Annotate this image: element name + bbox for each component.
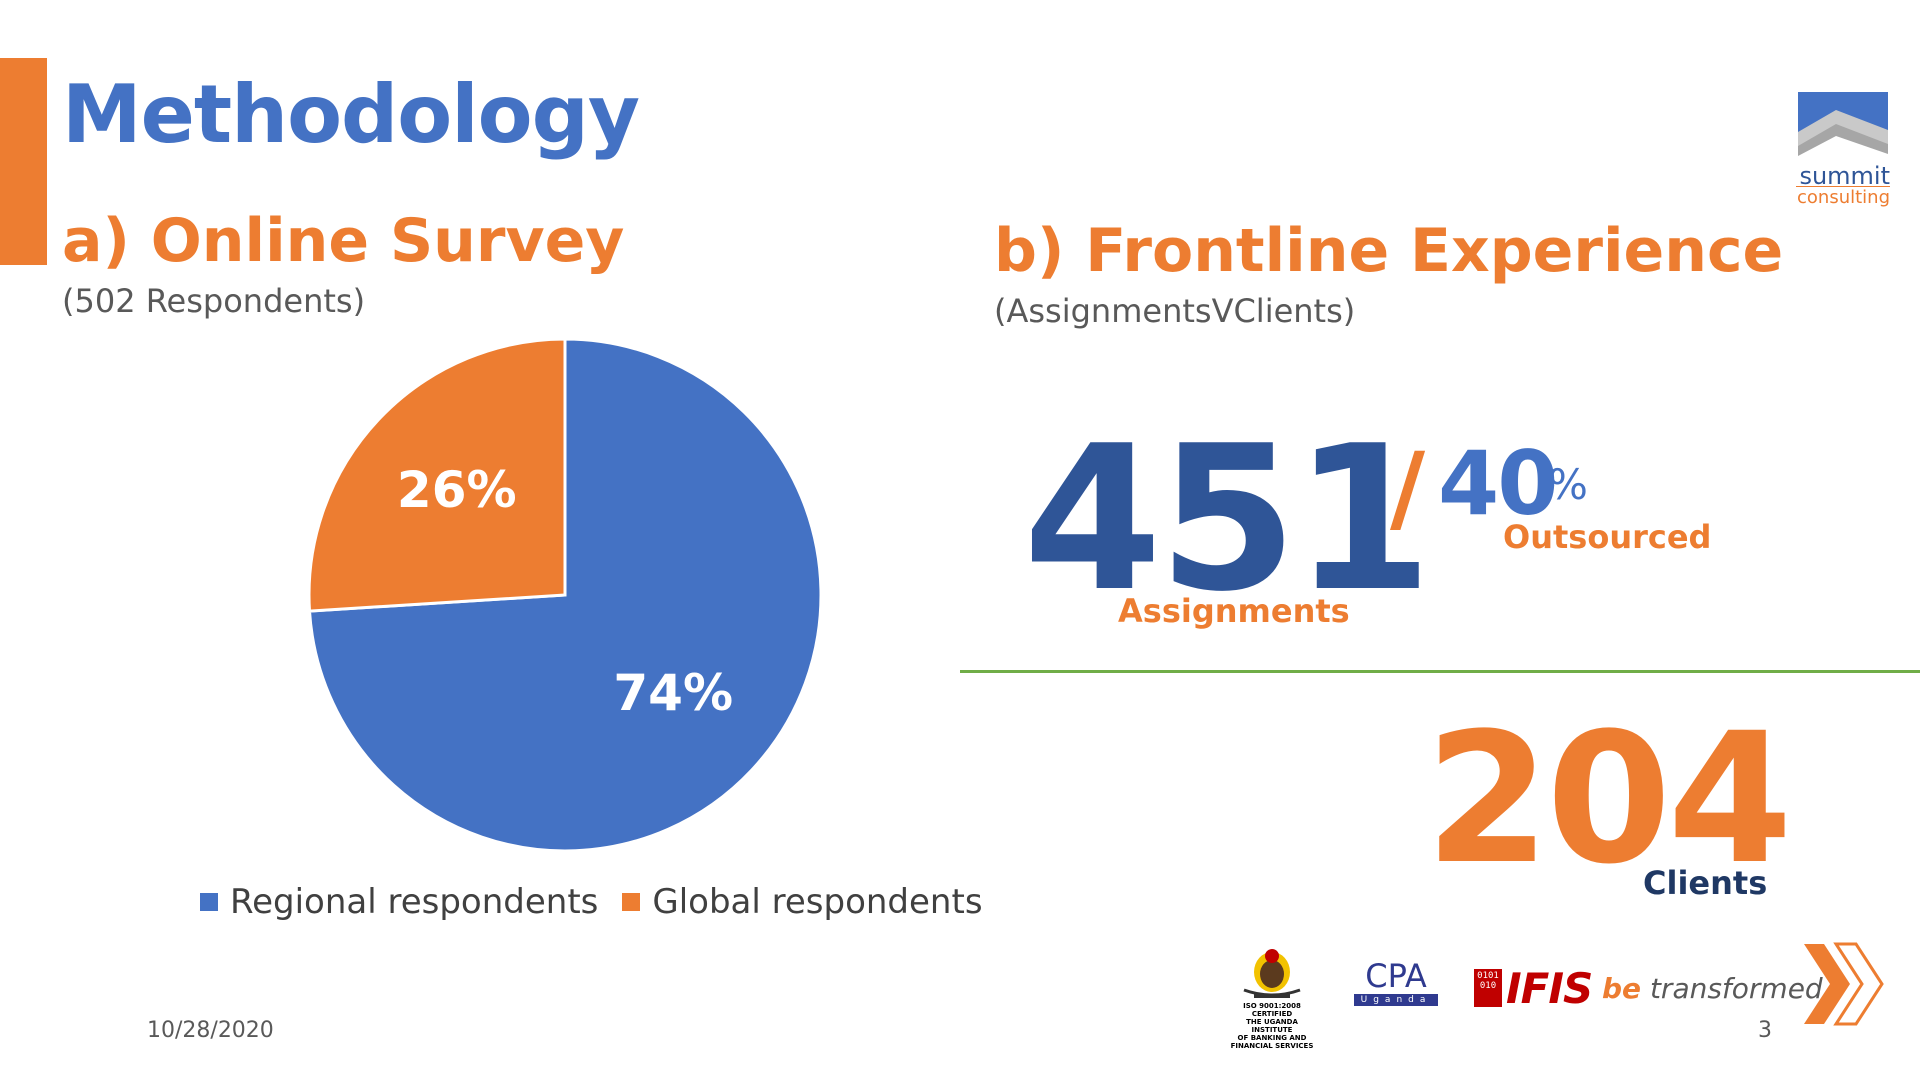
legend-label-regional: Regional respondents xyxy=(230,882,599,922)
summit-logo-text: summit xyxy=(1799,162,1890,190)
outsourced-value: 40 xyxy=(1438,432,1558,535)
data-label-global: 26% xyxy=(397,461,517,519)
slide-title: Methodology xyxy=(62,68,640,161)
ifis-binary-bottom: 010 xyxy=(1479,981,1497,991)
legend-swatch-regional xyxy=(200,893,218,911)
legend-label-global: Global respondents xyxy=(652,882,983,922)
section-a-subtitle: (502 Respondents) xyxy=(62,282,366,320)
uibfs-logo-text: ISO 9001:2008 CERTIFIED THE UGANDA INSTI… xyxy=(1225,1002,1319,1050)
cpa-country-text: Uganda xyxy=(1354,994,1438,1006)
accent-bar xyxy=(0,58,47,265)
tagline: be transformed xyxy=(1602,972,1823,1005)
section-b-subtitle: (AssignmentsVClients) xyxy=(994,292,1356,330)
cpa-logo-text: CPA xyxy=(1365,957,1427,995)
ifis-logo: 0101 010 IFIS xyxy=(1474,963,1593,1013)
clients-label: Clients xyxy=(1643,864,1768,902)
assignments-label: Assignments xyxy=(1118,592,1350,630)
slide-page-number: 3 xyxy=(1758,1018,1772,1043)
double-chevron-right-icon xyxy=(1804,942,1884,1026)
chart-legend: Regional respondents Global respondents xyxy=(200,882,1007,922)
summit-logo-icon xyxy=(1798,92,1888,162)
slide-date: 10/28/2020 xyxy=(147,1018,274,1043)
clients-count: 204 xyxy=(1425,695,1793,904)
uibfs-line-2: THE UGANDA INSTITUTE xyxy=(1246,1018,1298,1034)
ifis-logo-text: IFIS xyxy=(1506,963,1593,1013)
section-a-title: a) Online Survey xyxy=(62,206,625,276)
consulting-logo-text: consulting xyxy=(1796,186,1890,208)
section-b-title: b) Frontline Experience xyxy=(994,216,1784,286)
tagline-rest: transformed xyxy=(1641,972,1823,1005)
legend-item-global: Global respondents xyxy=(622,882,983,922)
ifis-binary-top: 0101 xyxy=(1477,971,1499,981)
uibfs-line-3: OF BANKING AND xyxy=(1237,1034,1307,1042)
legend-swatch-global xyxy=(622,893,641,911)
uibfs-crest-icon xyxy=(1243,949,1301,998)
uibfs-line-4: FINANCIAL SERVICES xyxy=(1230,1042,1314,1050)
stat-slash: / xyxy=(1390,432,1426,544)
uibfs-line-1: ISO 9001:2008 CERTIFIED xyxy=(1243,1002,1301,1018)
outsourced-label: Outsourced xyxy=(1503,518,1712,556)
assignments-count: 451 xyxy=(1023,403,1432,636)
outsourced-percent-sign: % xyxy=(1548,460,1588,509)
ifis-binary-icon: 0101 010 xyxy=(1474,969,1502,1007)
pie-slice-global xyxy=(307,337,567,613)
tagline-be: be xyxy=(1602,972,1642,1005)
data-label-regional: 74% xyxy=(613,664,733,722)
legend-item-regional: Regional respondents xyxy=(200,882,598,922)
section-divider xyxy=(960,670,1920,673)
pie-chart: 74% 26% xyxy=(307,337,823,853)
